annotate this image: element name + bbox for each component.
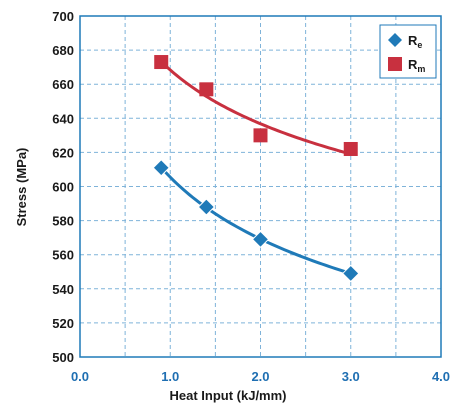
- data-markers: [152, 55, 360, 283]
- legend-label-re: Re: [408, 33, 422, 50]
- y-tick-label: 700: [52, 9, 74, 24]
- y-tick-label: 540: [52, 282, 74, 297]
- legend-label-rm: Rm: [408, 57, 425, 74]
- data-point-re: [342, 264, 360, 283]
- data-point-re: [197, 198, 216, 216]
- y-axis-ticks: 500 520 540 560 580 600 620 640 660 680 700: [52, 9, 74, 365]
- x-axis-label: Heat Input (kJ/mm): [169, 388, 286, 403]
- data-point-rm: [199, 82, 214, 97]
- fit-curve-rm: [160, 60, 352, 156]
- y-tick-label: 680: [52, 43, 74, 58]
- legend-marker-re: [388, 33, 402, 47]
- x-tick-label: 4.0: [432, 369, 450, 384]
- data-point-re: [251, 230, 270, 249]
- x-tick-label: 3.0: [342, 369, 360, 384]
- y-tick-label: 500: [52, 350, 74, 365]
- legend-marker-rm: [388, 57, 402, 71]
- grid: [80, 16, 441, 357]
- y-tick-label: 640: [52, 111, 74, 126]
- x-tick-label: 1.0: [161, 369, 179, 384]
- y-tick-label: 580: [52, 214, 74, 229]
- y-axis-label: Stress (MPa): [14, 148, 29, 227]
- data-point-re: [152, 159, 170, 177]
- y-tick-label: 620: [52, 145, 74, 160]
- x-tick-label: 2.0: [251, 369, 269, 384]
- y-tick-label: 520: [52, 316, 74, 331]
- y-tick-label: 600: [52, 180, 74, 195]
- y-tick-label: 660: [52, 77, 74, 92]
- y-tick-label: 560: [52, 248, 74, 263]
- x-axis-ticks: 0.0 1.0 2.0 3.0 4.0: [71, 369, 450, 384]
- data-point-rm: [343, 141, 358, 156]
- legend: Re Rm: [379, 24, 437, 79]
- data-point-rm: [154, 55, 169, 70]
- x-tick-label: 0.0: [71, 369, 89, 384]
- plot-border: [79, 15, 442, 358]
- data-point-rm: [253, 128, 268, 143]
